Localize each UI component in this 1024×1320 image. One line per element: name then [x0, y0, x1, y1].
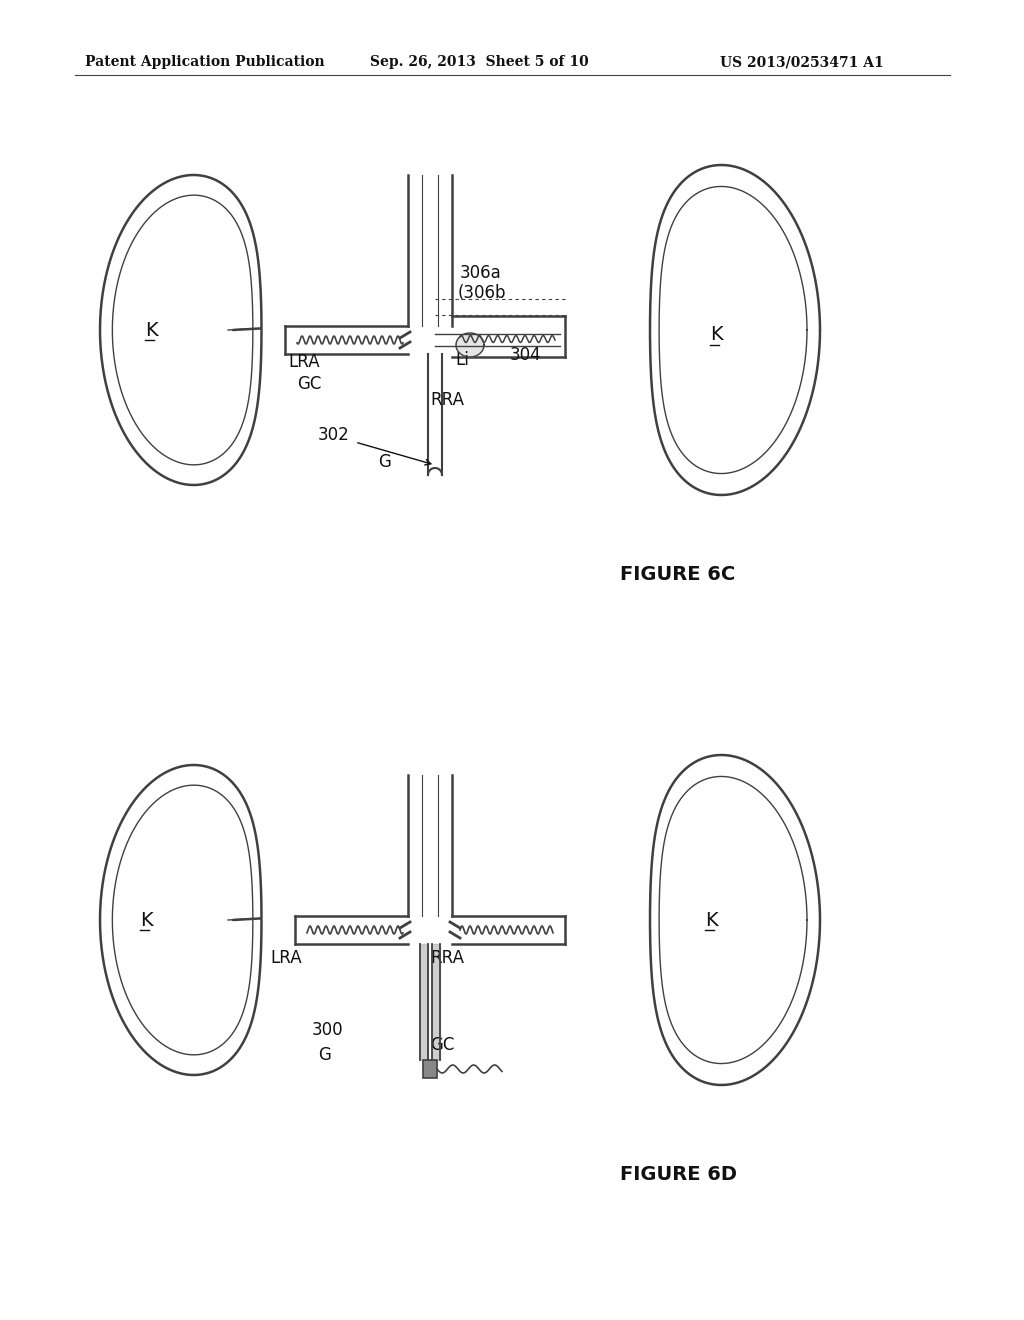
Text: LRA: LRA: [270, 949, 302, 968]
Text: RRA: RRA: [430, 391, 464, 409]
Text: Patent Application Publication: Patent Application Publication: [85, 55, 325, 69]
Text: 302: 302: [318, 426, 350, 444]
Text: K: K: [140, 911, 153, 929]
Text: Li: Li: [455, 351, 469, 370]
Text: 306a: 306a: [460, 264, 502, 282]
Text: G: G: [318, 1045, 331, 1064]
Text: FIGURE 6C: FIGURE 6C: [620, 565, 735, 585]
Text: Sep. 26, 2013  Sheet 5 of 10: Sep. 26, 2013 Sheet 5 of 10: [370, 55, 589, 69]
Text: GC: GC: [297, 375, 322, 393]
Text: FIGURE 6D: FIGURE 6D: [620, 1166, 737, 1184]
Text: K: K: [710, 326, 723, 345]
Text: G: G: [378, 453, 391, 471]
Text: RRA: RRA: [430, 949, 464, 968]
Bar: [423, 1060, 437, 1078]
Text: K: K: [145, 321, 158, 339]
Text: GC: GC: [430, 1036, 455, 1053]
Text: 304: 304: [510, 346, 542, 364]
Text: US 2013/0253471 A1: US 2013/0253471 A1: [720, 55, 884, 69]
Text: LRA: LRA: [288, 352, 319, 371]
Text: K: K: [705, 911, 718, 929]
Polygon shape: [456, 333, 484, 356]
Text: (306b: (306b: [458, 284, 507, 302]
Text: 300: 300: [312, 1020, 344, 1039]
